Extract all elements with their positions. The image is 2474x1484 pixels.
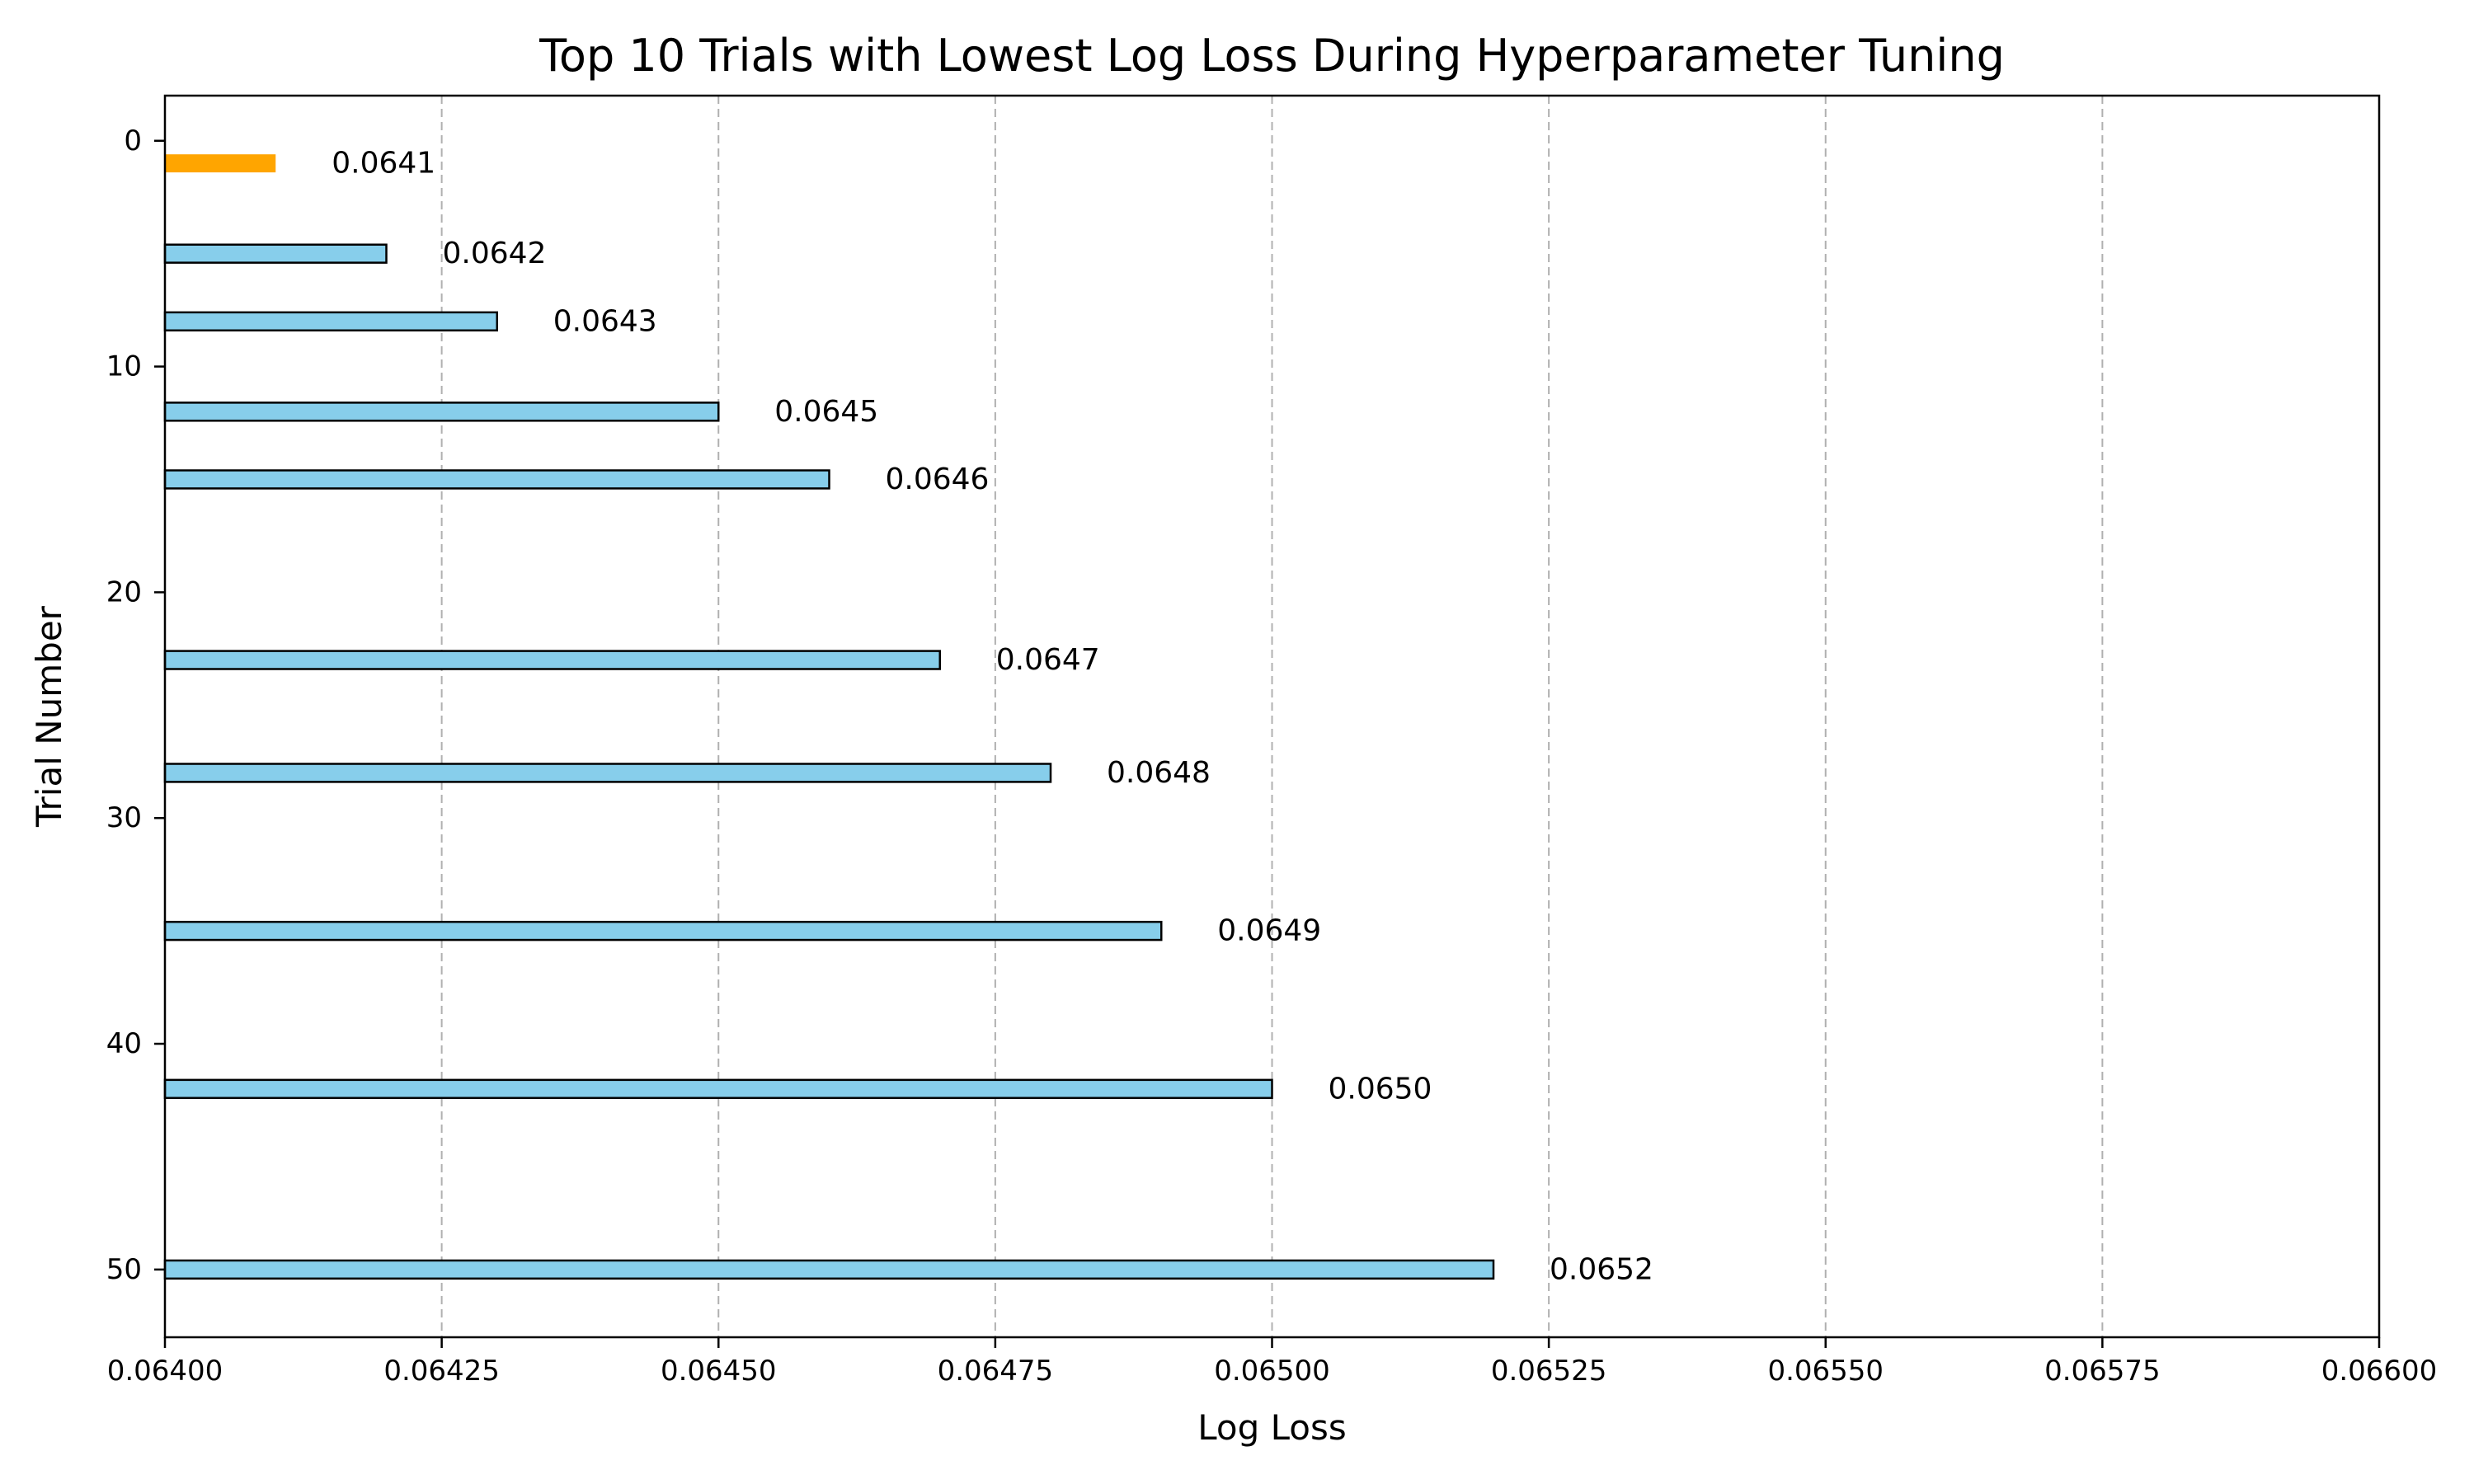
bar xyxy=(163,1259,1495,1280)
bar-value-label: 0.0645 xyxy=(774,395,878,429)
bar-best-trial xyxy=(165,154,276,173)
value-labels-layer: 0.0641 0.0642 0.0643 0.0645 0.0646 0.0647 0.06… xyxy=(332,147,1653,1287)
y-axis-label: Trial Number xyxy=(29,605,69,828)
grid-layer xyxy=(164,96,2380,1337)
x-tick-label: 0.06425 xyxy=(383,1355,500,1388)
x-tick-label: 0.06400 xyxy=(107,1355,223,1388)
x-tick-label: 0.06500 xyxy=(1214,1355,1330,1388)
bar xyxy=(163,402,720,422)
y-tick-label: 40 xyxy=(106,1027,142,1060)
y-tick-label: 20 xyxy=(106,575,142,608)
bar-value-label: 0.0647 xyxy=(996,643,1100,677)
bar xyxy=(163,469,830,490)
y-tick-label: 50 xyxy=(106,1253,142,1286)
x-tick-label: 0.06475 xyxy=(938,1355,1054,1388)
bar xyxy=(163,650,941,670)
x-ticks-layer: 0.06400 0.06425 0.06450 0.06475 0.06500 0.065… xyxy=(107,1337,2438,1388)
x-axis-label: Log Loss xyxy=(1197,1407,1347,1448)
y-tick-label: 30 xyxy=(106,801,142,834)
bar-value-label: 0.0650 xyxy=(1329,1072,1432,1106)
bar xyxy=(163,920,1163,942)
bar-value-label: 0.0652 xyxy=(1550,1252,1653,1286)
x-tick-label: 0.06575 xyxy=(2044,1355,2161,1388)
bar xyxy=(163,1078,1273,1100)
x-tick-label: 0.06550 xyxy=(1767,1355,1884,1388)
bar-value-label: 0.0649 xyxy=(1217,914,1321,948)
bar xyxy=(163,763,1052,783)
bar xyxy=(163,311,498,332)
x-tick-label: 0.06450 xyxy=(661,1355,777,1388)
bar-value-label: 0.0646 xyxy=(886,463,990,496)
bars-layer xyxy=(163,154,1495,1280)
x-tick-label: 0.06525 xyxy=(1491,1355,1607,1388)
x-tick-label: 0.06600 xyxy=(2321,1355,2438,1388)
bar-value-label: 0.0643 xyxy=(553,304,657,338)
plot-frame xyxy=(163,94,2381,1339)
y-tick-label: 10 xyxy=(106,350,142,383)
bar-value-label: 0.0648 xyxy=(1107,756,1211,790)
y-tick-label: 0 xyxy=(124,124,142,157)
bar xyxy=(163,243,388,264)
bar-value-label: 0.0642 xyxy=(443,237,547,270)
chart-title: Top 10 Trials with Lowest Log Loss Durin… xyxy=(539,30,2005,82)
bar-value-label: 0.0641 xyxy=(332,147,435,181)
y-ticks-layer: 0 10 20 30 40 50 xyxy=(106,124,165,1286)
